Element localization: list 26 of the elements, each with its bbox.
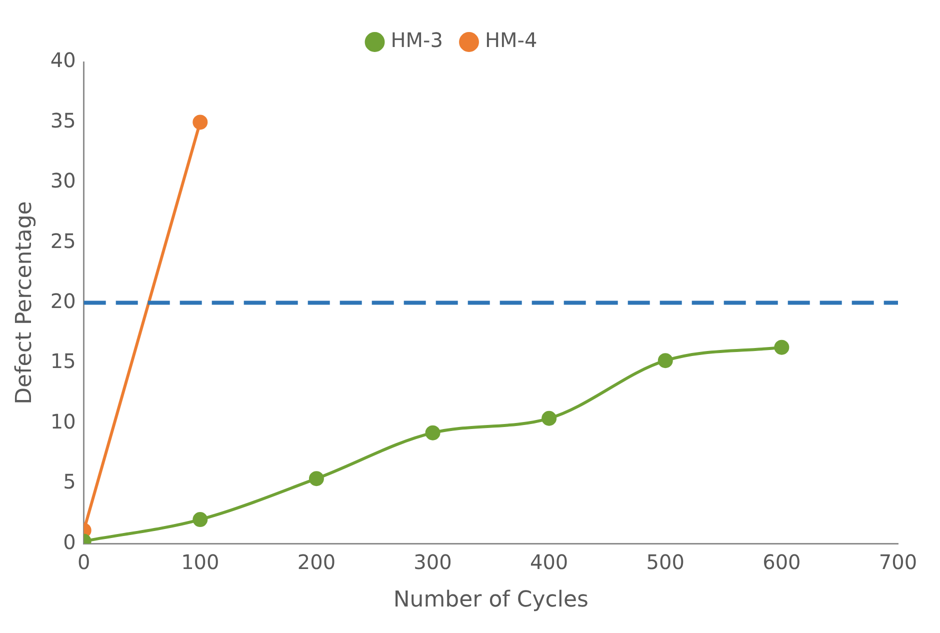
y-tick-label: 40	[50, 48, 76, 72]
y-tick-label: 15	[50, 349, 76, 374]
y-tick-label: 10	[50, 409, 76, 434]
y-tick-label: 0	[63, 530, 76, 554]
y-tick-label: 25	[50, 228, 76, 253]
x-tick-label: 300	[414, 550, 452, 574]
x-tick-label: 100	[181, 550, 220, 574]
y-tick-label: 20	[50, 289, 76, 314]
x-tick-label: 500	[646, 550, 684, 574]
point	[542, 410, 557, 426]
y-tick-label: 35	[50, 108, 76, 132]
x-tick-label: 400	[530, 550, 568, 574]
x-tick-label: 700	[878, 550, 918, 574]
point	[308, 471, 324, 486]
y-axis-title: Defect Percentage	[12, 201, 37, 404]
y-tick-label: 30	[50, 168, 76, 193]
x-tick-label: 200	[297, 550, 336, 574]
legend-label: HM-4	[485, 28, 538, 52]
point	[658, 353, 673, 368]
point	[774, 340, 790, 355]
legend-label: HM-3	[390, 28, 444, 52]
point	[425, 425, 440, 440]
y-tick-label: 5	[63, 470, 76, 494]
x-axis-title: Number of Cycles	[393, 588, 589, 613]
x-tick-label: 600	[762, 550, 801, 574]
point	[192, 512, 208, 528]
